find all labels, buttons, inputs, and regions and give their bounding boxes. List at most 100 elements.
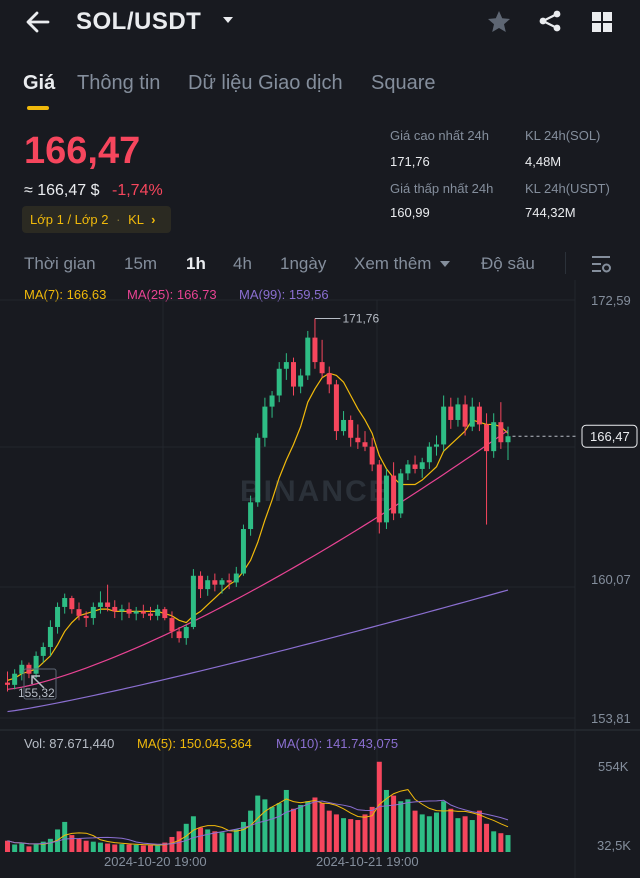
interval-1h[interactable]: 1h xyxy=(186,254,206,273)
volume-bar xyxy=(498,833,504,852)
volume-bar xyxy=(126,844,132,852)
tab-trading-data[interactable]: Dữ liệu Giao dịch xyxy=(188,72,343,94)
candle-body xyxy=(33,655,39,674)
candle-body xyxy=(462,404,468,427)
ma7-legend: MA(7): 166,63 xyxy=(24,287,107,302)
volume-bar xyxy=(419,814,425,852)
candle-body xyxy=(97,602,103,607)
volume-bar xyxy=(391,795,397,852)
candle-body xyxy=(55,606,61,627)
candle-body xyxy=(291,362,296,387)
candle-body xyxy=(255,437,261,503)
candle-body xyxy=(19,664,25,674)
category-tag-kl: KL xyxy=(128,212,144,227)
candle-body xyxy=(219,580,225,585)
volume-bar xyxy=(47,838,53,852)
candle-body xyxy=(498,422,504,443)
watermark-text: BINANCE xyxy=(240,475,391,508)
tab-price[interactable]: Giá xyxy=(23,72,56,94)
interval-more[interactable]: Xem thêm xyxy=(354,254,451,274)
interval-4h[interactable]: 4h xyxy=(233,254,252,273)
candle-body xyxy=(83,615,89,619)
price-axis-tick: 153,81 xyxy=(591,711,631,726)
volume-bar xyxy=(448,808,454,852)
low-marker-label: 155,32 xyxy=(18,686,55,700)
price-axis: 172,59 160,07 153,81 xyxy=(591,293,631,726)
tab-info[interactable]: Thông tin xyxy=(77,72,161,94)
volume-bar xyxy=(255,795,261,852)
candle-body xyxy=(326,373,332,385)
candle-body xyxy=(226,580,232,583)
candle-body xyxy=(198,575,204,590)
caret-down-icon[interactable] xyxy=(220,12,236,28)
volume-bar xyxy=(205,829,211,852)
volume-bar xyxy=(119,844,125,852)
candle-body xyxy=(112,606,118,612)
candle-body xyxy=(333,384,339,432)
candle-body xyxy=(391,475,397,514)
candle-body xyxy=(419,462,425,469)
price-change: -1,74% xyxy=(112,182,163,199)
vol-ma5-legend: MA(5): 150.045,364 xyxy=(137,736,252,751)
volume-bar xyxy=(162,842,168,852)
candle-body xyxy=(5,682,10,685)
volume-bar xyxy=(69,835,75,852)
candle-body xyxy=(441,406,447,445)
candle-body xyxy=(455,404,461,420)
volume-bar xyxy=(19,843,25,852)
interval-15m[interactable]: 15m xyxy=(124,254,158,273)
volume-bar xyxy=(441,801,447,852)
candle-body xyxy=(491,422,497,452)
interval-time[interactable]: Thời gian xyxy=(24,254,96,273)
watermark: BINANCE xyxy=(240,475,391,508)
volume-bar xyxy=(233,829,239,852)
share-icon[interactable] xyxy=(538,9,562,33)
candle-body xyxy=(505,436,511,443)
volume-bar xyxy=(505,835,511,852)
candle-body xyxy=(376,464,382,523)
main-tabs: Giá Thông tin Dữ liệu Giao dịch Square xyxy=(0,70,640,114)
volume-bar xyxy=(169,836,175,852)
category-tag[interactable]: Lớp 1 / Lớp 2 · KL › xyxy=(22,206,171,233)
grid-menu-icon[interactable] xyxy=(591,11,613,33)
candle-body xyxy=(434,444,439,447)
candle-body xyxy=(212,580,218,585)
low-24h-label: Giá thấp nhất 24h xyxy=(390,181,494,196)
candle-body xyxy=(148,613,153,616)
star-icon[interactable] xyxy=(486,9,512,35)
volume-bar xyxy=(276,803,282,852)
back-arrow-icon[interactable] xyxy=(24,8,52,36)
volume-bar xyxy=(26,846,32,852)
tab-square[interactable]: Square xyxy=(371,72,436,94)
candle-body xyxy=(155,609,161,616)
active-tab-indicator xyxy=(27,106,49,110)
volume-bar xyxy=(312,797,318,852)
candle-body xyxy=(176,631,182,639)
volume-bar xyxy=(212,831,218,852)
volume-bar xyxy=(12,844,18,852)
interval-1d[interactable]: 1ngày xyxy=(280,254,327,273)
candle-body xyxy=(133,611,139,614)
ma25-legend: MA(25): 166,73 xyxy=(127,287,217,302)
price-axis-tick: 172,59 xyxy=(591,293,631,308)
volume-bar xyxy=(76,838,82,852)
volume-bar xyxy=(319,803,325,852)
volume-bar xyxy=(283,789,289,852)
volume-bar xyxy=(469,820,475,852)
vol-usdt-label: KL 24h(USDT) xyxy=(525,181,610,196)
candle-body xyxy=(248,502,254,530)
volume-bar xyxy=(5,840,10,852)
pair-title[interactable]: SOL/USDT xyxy=(76,8,202,35)
volume-bar xyxy=(112,844,118,852)
volume-axis-tick: 554K xyxy=(598,759,629,774)
interval-depth[interactable]: Độ sâu xyxy=(481,254,535,273)
volume-bar xyxy=(269,806,275,852)
interval-more-label: Xem thêm xyxy=(354,254,432,273)
volume-bar xyxy=(140,845,146,852)
volume-bar xyxy=(248,810,254,852)
chart-settings-icon[interactable] xyxy=(590,254,612,274)
volume-bar xyxy=(40,841,46,852)
candle-body xyxy=(476,406,482,425)
candle-body xyxy=(269,395,275,407)
